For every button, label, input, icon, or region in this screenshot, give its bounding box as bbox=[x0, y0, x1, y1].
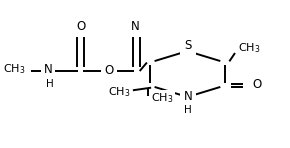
Text: N: N bbox=[44, 63, 52, 76]
Text: CH$_3$: CH$_3$ bbox=[151, 91, 174, 105]
Text: O: O bbox=[252, 78, 262, 91]
Text: O: O bbox=[104, 64, 113, 77]
Text: O: O bbox=[76, 20, 85, 33]
Text: N: N bbox=[131, 20, 140, 33]
Text: CH$_3$: CH$_3$ bbox=[238, 42, 260, 56]
Text: N: N bbox=[184, 90, 192, 103]
Text: S: S bbox=[184, 39, 192, 52]
Text: H: H bbox=[184, 104, 192, 115]
Text: CH$_3$: CH$_3$ bbox=[3, 63, 26, 77]
Text: H: H bbox=[46, 79, 53, 89]
Text: CH$_3$: CH$_3$ bbox=[108, 86, 130, 99]
